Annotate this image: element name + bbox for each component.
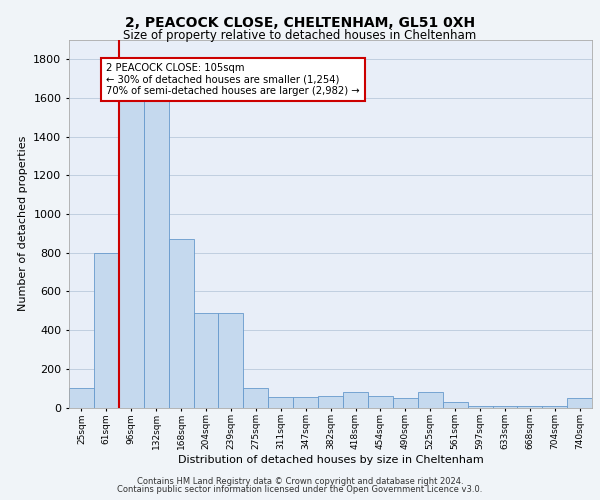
Bar <box>393 398 418 407</box>
Bar <box>493 406 517 407</box>
Bar <box>517 406 542 407</box>
Bar <box>343 392 368 407</box>
Bar <box>144 86 169 407</box>
Text: 2 PEACOCK CLOSE: 105sqm
← 30% of detached houses are smaller (1,254)
70% of semi: 2 PEACOCK CLOSE: 105sqm ← 30% of detache… <box>106 63 360 96</box>
Y-axis label: Number of detached properties: Number of detached properties <box>17 136 28 312</box>
Bar <box>268 397 293 407</box>
Text: 2, PEACOCK CLOSE, CHELTENHAM, GL51 0XH: 2, PEACOCK CLOSE, CHELTENHAM, GL51 0XH <box>125 16 475 30</box>
X-axis label: Distribution of detached houses by size in Cheltenham: Distribution of detached houses by size … <box>178 455 484 465</box>
Bar <box>567 398 592 407</box>
Bar <box>169 239 194 408</box>
Bar <box>194 312 218 408</box>
Text: Contains public sector information licensed under the Open Government Licence v3: Contains public sector information licen… <box>118 485 482 494</box>
Bar <box>368 396 393 407</box>
Bar <box>443 402 467 407</box>
Bar <box>542 406 567 407</box>
Bar <box>418 392 443 407</box>
Bar <box>119 86 144 407</box>
Text: Size of property relative to detached houses in Cheltenham: Size of property relative to detached ho… <box>124 29 476 42</box>
Bar <box>467 406 493 407</box>
Bar <box>69 388 94 407</box>
Bar <box>218 312 244 408</box>
Text: Contains HM Land Registry data © Crown copyright and database right 2024.: Contains HM Land Registry data © Crown c… <box>137 477 463 486</box>
Bar <box>293 397 318 407</box>
Bar <box>94 253 119 408</box>
Bar <box>244 388 268 407</box>
Bar <box>318 396 343 407</box>
